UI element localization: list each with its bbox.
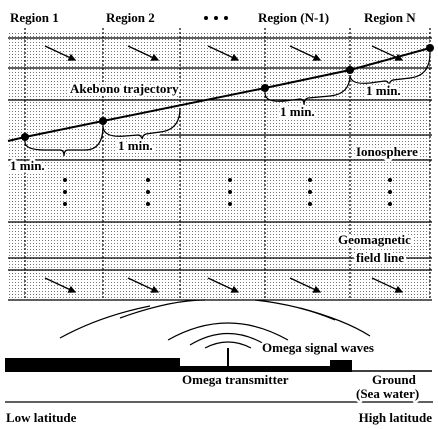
- minute-braces: [24, 52, 431, 157]
- minute-label: 1 min.: [366, 83, 401, 98]
- waves-label: Omega signal waves: [262, 340, 374, 355]
- high-latitude-label: High latitude: [359, 410, 433, 425]
- low-latitude-label: Low latitude: [6, 410, 77, 425]
- field-line-label: field line: [356, 250, 404, 265]
- continuation-dots: [63, 16, 392, 206]
- omega-waves: [59, 299, 371, 349]
- field-line-label: Geomagnetic: [338, 232, 411, 247]
- ground: [5, 348, 432, 372]
- horizontal-lines: [8, 37, 432, 301]
- stippled-region: [8, 32, 432, 300]
- ionosphere-label: Ionosphere: [356, 144, 418, 159]
- region-label: Region 1: [10, 10, 59, 25]
- field-arrows: [44, 45, 404, 293]
- transmitter-label: Omega transmitter: [182, 372, 289, 387]
- trajectory: [7, 44, 434, 142]
- minute-label: 1 min.: [280, 104, 315, 119]
- minute-label: 1 min.: [118, 138, 153, 153]
- ground-label: Ground: [372, 372, 417, 387]
- minute-label: 1 min.: [10, 158, 45, 173]
- region-label: Region 2: [106, 10, 155, 25]
- region-label: Region N: [364, 10, 416, 25]
- trajectory-label: Akebono trajectory: [70, 81, 179, 96]
- region-label: Region (N-1): [258, 10, 329, 25]
- ground-label: (Sea water): [356, 386, 419, 401]
